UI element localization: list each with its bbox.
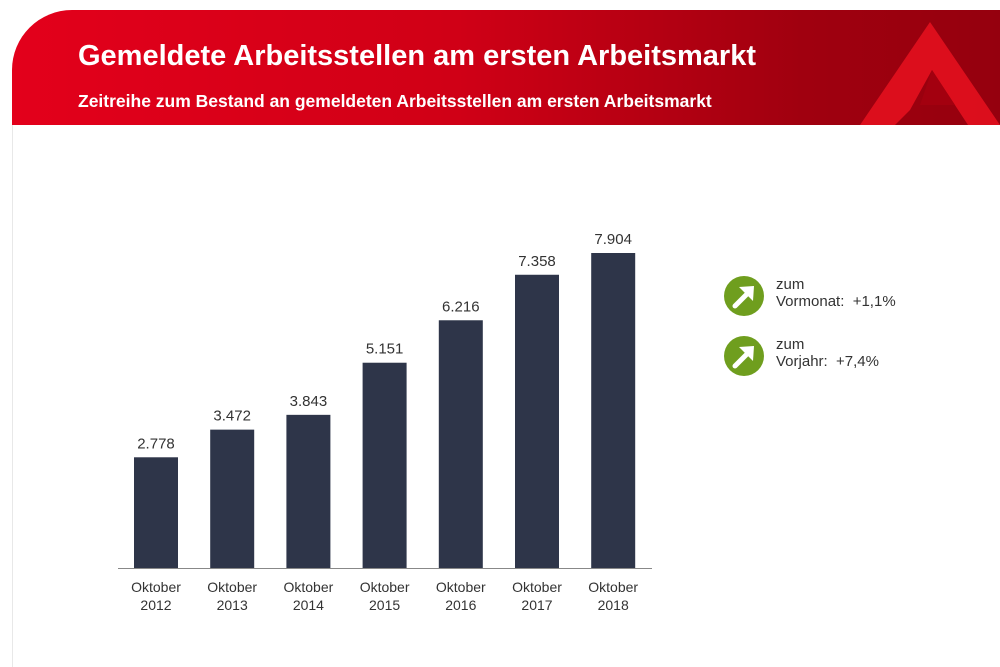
x-tick-label: Oktober xyxy=(283,579,333,595)
bar xyxy=(515,274,559,568)
data-label: 3.843 xyxy=(290,393,328,410)
page-subtitle: Zeitreihe zum Bestand an gemeldeten Arbe… xyxy=(78,91,712,111)
x-tick-label: Oktober xyxy=(512,579,562,595)
kpi-vormonat: zum Vormonat: +1,1% xyxy=(724,276,896,316)
x-tick-label: 2012 xyxy=(140,597,171,613)
kpi-vorjahr: zum Vorjahr: +7,4% xyxy=(724,336,879,376)
x-tick-label: Oktober xyxy=(131,579,181,595)
bar xyxy=(134,457,178,568)
x-tick-label: 2016 xyxy=(445,597,476,613)
x-tick-label: Oktober xyxy=(207,579,257,595)
bar xyxy=(591,253,636,568)
agency-logo-icon xyxy=(860,22,1000,125)
x-tick-label: Oktober xyxy=(360,579,410,595)
arrow-up-right-icon xyxy=(724,336,764,376)
x-tick-label: 2013 xyxy=(217,597,248,613)
data-label: 5.151 xyxy=(366,341,404,358)
data-label: 7.358 xyxy=(518,253,556,270)
header-banner: Gemeldete Arbeitsstellen am ersten Arbei… xyxy=(12,10,1000,125)
x-tick-label: Oktober xyxy=(436,579,486,595)
bar xyxy=(210,429,255,568)
arrow-up-right-icon xyxy=(724,276,764,316)
bar xyxy=(438,320,483,568)
x-tick-label: 2015 xyxy=(369,597,400,613)
bar xyxy=(362,362,407,568)
data-label: 7.904 xyxy=(594,231,632,248)
data-label: 6.216 xyxy=(442,298,480,315)
data-label: 2.778 xyxy=(137,435,175,452)
x-tick-label: 2018 xyxy=(598,597,629,613)
page-title: Gemeldete Arbeitsstellen am ersten Arbei… xyxy=(78,40,757,72)
data-label: 3.472 xyxy=(213,408,251,425)
divider xyxy=(12,125,13,667)
x-tick-label: 2014 xyxy=(293,597,324,613)
x-tick-label: Oktober xyxy=(588,579,638,595)
kpi-value: Vormonat: +1,1% xyxy=(776,293,896,310)
x-tick-label: 2017 xyxy=(521,597,552,613)
kpi-label: zum xyxy=(776,336,805,353)
kpi-value: Vorjahr: +7,4% xyxy=(776,353,879,370)
bar xyxy=(286,414,331,568)
kpi-label: zum xyxy=(776,276,805,293)
